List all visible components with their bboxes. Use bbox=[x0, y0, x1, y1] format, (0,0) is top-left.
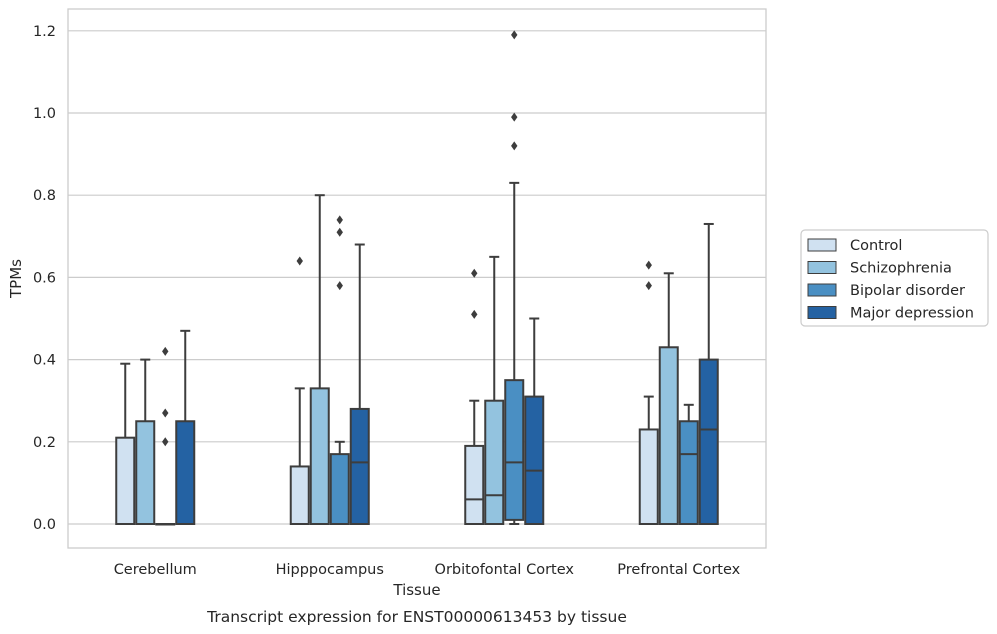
outlier-point bbox=[645, 260, 652, 270]
outlier-point bbox=[645, 281, 652, 291]
outlier-point bbox=[336, 215, 343, 225]
outlier-point bbox=[336, 281, 343, 291]
box-body bbox=[349, 407, 370, 526]
box-body bbox=[638, 428, 659, 525]
box-body bbox=[678, 420, 699, 525]
legend-swatch bbox=[807, 306, 837, 319]
box-major-depression bbox=[175, 329, 196, 525]
legend-label: Schizophrenia bbox=[850, 261, 952, 277]
outlier-point bbox=[511, 30, 518, 40]
box-schizophrenia bbox=[484, 255, 505, 526]
outlier-point bbox=[511, 112, 518, 122]
x-tick-label: Hipppocampus bbox=[276, 562, 384, 578]
box-bipolar-disorder bbox=[504, 30, 525, 525]
y-tick-label: 0.2 bbox=[33, 435, 56, 451]
x-tick-label: Cerebellum bbox=[114, 562, 197, 578]
box-bipolar-disorder bbox=[678, 403, 699, 525]
y-tick-labels: 0.0 0.2 0.4 0.6 0.8 1.0 1.2 bbox=[33, 24, 56, 533]
box-body bbox=[504, 379, 525, 521]
x-tick-labels: Cerebellum Hipppocampus Orbitofontal Corte… bbox=[114, 562, 741, 578]
box-control bbox=[464, 268, 485, 525]
box-major-depression bbox=[524, 317, 545, 525]
box-body bbox=[464, 444, 485, 525]
y-tick-label: 0.0 bbox=[33, 517, 56, 533]
box-schizophrenia bbox=[658, 272, 679, 525]
box-schizophrenia bbox=[135, 358, 156, 525]
outlier-point bbox=[162, 346, 169, 356]
box-body bbox=[484, 399, 505, 526]
box-body bbox=[698, 358, 719, 525]
box-body bbox=[115, 436, 136, 525]
box-major-depression bbox=[349, 243, 370, 526]
box-major-depression bbox=[698, 222, 719, 525]
box-control bbox=[115, 362, 136, 525]
y-axis-label: TPMs bbox=[7, 259, 25, 299]
y-tick-label: 1.0 bbox=[33, 106, 56, 122]
box-control bbox=[638, 260, 659, 525]
legend-label: Control bbox=[850, 238, 902, 254]
y-tick-label: 0.8 bbox=[33, 188, 56, 204]
x-tick-label: Orbitofontal Cortex bbox=[435, 562, 575, 578]
box-body bbox=[175, 420, 196, 525]
x-tick-label: Prefrontal Cortex bbox=[617, 562, 740, 578]
boxes bbox=[115, 30, 719, 526]
outlier-point bbox=[162, 408, 169, 418]
box-body bbox=[309, 387, 330, 525]
legend-swatch bbox=[807, 238, 837, 252]
box-control bbox=[289, 256, 310, 525]
legend-label: Bipolar disorder bbox=[850, 283, 965, 299]
box-body bbox=[329, 453, 350, 526]
plot-area-frame bbox=[67, 8, 767, 549]
box-body bbox=[289, 465, 310, 525]
box-schizophrenia bbox=[309, 194, 330, 525]
outlier-point bbox=[471, 268, 478, 278]
outlier-point bbox=[471, 309, 478, 319]
legend-label: Major depression bbox=[850, 306, 974, 322]
y-tick-label: 0.4 bbox=[33, 353, 56, 369]
outlier-point bbox=[511, 141, 518, 151]
box-body bbox=[658, 346, 679, 525]
y-tick-label: 1.2 bbox=[33, 24, 56, 40]
box-body bbox=[135, 420, 156, 525]
legend-swatch bbox=[807, 261, 837, 274]
box-bipolar-disorder bbox=[329, 215, 350, 526]
legend: Control Schizophrenia Bipolar disorder Majo… bbox=[800, 229, 989, 327]
legend-frame bbox=[800, 229, 989, 327]
x-axis-label: Tissue bbox=[392, 581, 440, 599]
outlier-point bbox=[162, 437, 169, 447]
outlier-point bbox=[336, 227, 343, 237]
legend-swatch bbox=[807, 283, 837, 297]
outlier-point bbox=[296, 256, 303, 266]
box-bipolar-disorder bbox=[155, 346, 176, 526]
y-tick-label: 0.6 bbox=[33, 270, 56, 286]
chart-caption: Transcript expression for ENST0000061345… bbox=[206, 608, 627, 626]
box-body bbox=[524, 395, 545, 525]
